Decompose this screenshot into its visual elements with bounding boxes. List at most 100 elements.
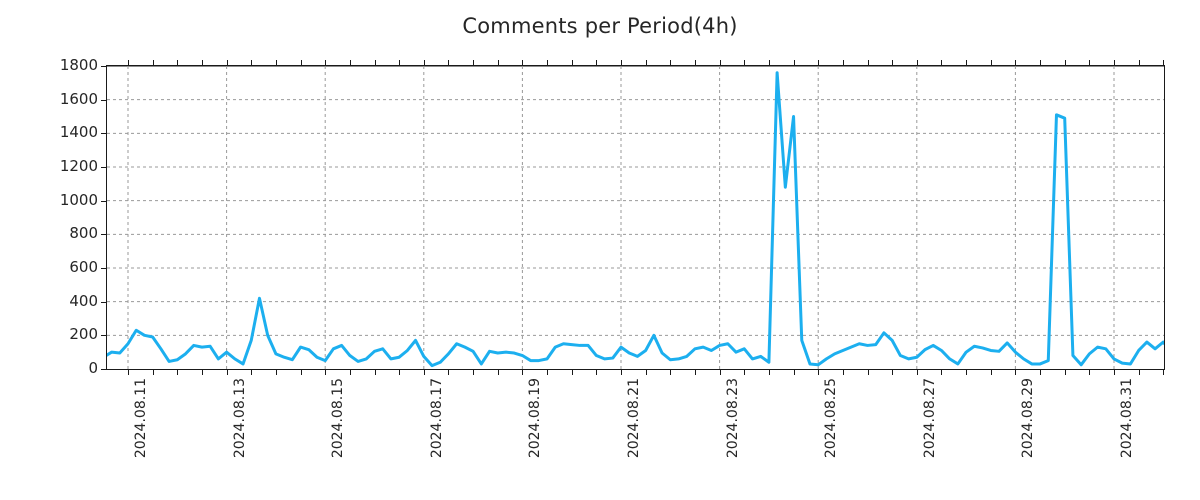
x-tick-mark-top [325, 60, 327, 66]
x-tick-mark-bottom [694, 369, 696, 375]
x-tick-label: 2024.08.23 [724, 378, 741, 459]
x-tick-mark-top [152, 60, 154, 66]
x-tick-mark-bottom [1040, 369, 1042, 375]
grid-lines [107, 66, 1164, 369]
page-title: Comments per Period(4h) [462, 14, 738, 38]
y-tick-mark [101, 234, 107, 236]
x-tick-label: 2024.08.17 [428, 378, 445, 459]
x-tick-mark-top [448, 60, 450, 66]
x-tick-mark-bottom [325, 369, 327, 375]
x-tick-mark-top [818, 60, 820, 66]
x-tick-mark-top [990, 60, 992, 66]
y-tick-label: 600 [69, 258, 98, 276]
x-tick-mark-top [842, 60, 844, 66]
x-tick-mark-top [916, 60, 918, 66]
y-tick-mark [101, 133, 107, 135]
x-tick-mark-bottom [744, 369, 746, 375]
x-tick-mark-top [670, 60, 672, 66]
y-tick-mark [101, 167, 107, 168]
x-tick-label: 2024.08.27 [921, 378, 938, 459]
data-series-line [107, 71, 1164, 368]
y-tick-label: 200 [69, 325, 98, 344]
x-tick-mark-bottom [300, 369, 302, 375]
x-tick-label: 2024.08.31 [1119, 378, 1135, 459]
x-tick-mark-bottom [1064, 369, 1066, 375]
x-tick-mark-top [1163, 60, 1165, 66]
x-tick-mark-top [1064, 60, 1066, 66]
x-tick-label: 2024.08.11 [133, 378, 149, 459]
x-tick-mark-top [275, 60, 277, 66]
x-tick-label: 2024.08.25 [823, 378, 840, 459]
x-tick-mark-top [1089, 60, 1091, 66]
x-tick-mark-bottom [916, 369, 918, 375]
x-tick-mark-bottom [966, 369, 968, 375]
x-tick-mark-top [349, 60, 351, 66]
x-tick-mark-top [177, 60, 179, 66]
x-tick-label: 2024.08.13 [231, 378, 248, 459]
x-tick-label: 2024.08.29 [1020, 378, 1037, 459]
x-tick-mark-bottom [1015, 369, 1017, 375]
x-tick-mark-top [867, 60, 869, 66]
plot-area [101, 60, 1165, 375]
y-tick-label: 1800 [59, 56, 98, 74]
y-axis-tick-labels: 1800 1600 1400 1200 1000 800 600 400 200 0 [34, 56, 98, 377]
x-tick-mark-top [374, 60, 376, 66]
x-tick-mark-bottom [867, 369, 869, 375]
plot-inner [107, 66, 1164, 369]
x-tick-mark-top [744, 60, 746, 66]
y-tick-label: 1200 [59, 157, 98, 175]
y-tick-mark [101, 99, 107, 101]
x-tick-mark-top [941, 60, 943, 66]
x-tick-mark-top [596, 60, 598, 66]
x-tick-mark-bottom [547, 369, 549, 375]
x-tick-mark-bottom [152, 369, 154, 375]
x-tick-mark-bottom [1138, 369, 1140, 375]
x-tick-mark-top [300, 60, 302, 66]
x-tick-mark-bottom [128, 369, 129, 375]
x-tick-mark-bottom [522, 369, 524, 375]
x-tick-mark-top [1015, 60, 1017, 66]
y-tick-mark [101, 268, 107, 269]
y-tick-label: 1400 [59, 123, 98, 142]
y-tick-mark [101, 369, 107, 370]
x-tick-mark-bottom [645, 369, 647, 375]
y-tick-label: 400 [69, 291, 98, 310]
x-tick-mark-top [768, 60, 770, 66]
x-tick-mark-bottom [275, 369, 277, 375]
x-tick-mark-bottom [768, 369, 770, 375]
y-tick-label: 0 [88, 359, 98, 377]
x-tick-mark-top [226, 60, 228, 66]
y-tick-label: 1600 [59, 89, 98, 108]
x-tick-mark-bottom [941, 369, 943, 375]
x-tick-mark-bottom [990, 369, 992, 375]
x-tick-mark-bottom [423, 369, 425, 375]
x-tick-mark-bottom [571, 369, 573, 375]
x-tick-mark-top [1114, 60, 1115, 66]
y-tick-mark [101, 301, 107, 303]
x-tick-mark-top [694, 60, 696, 66]
x-tick-mark-top [1138, 60, 1140, 66]
y-tick-mark [101, 200, 107, 202]
x-tick-mark-bottom [448, 369, 450, 375]
y-tick-label: 800 [69, 224, 98, 243]
x-tick-label: 2024.08.15 [330, 378, 347, 459]
x-tick-mark-bottom [670, 369, 672, 375]
x-tick-mark-bottom [793, 369, 795, 375]
x-tick-mark-top [892, 60, 894, 66]
x-tick-mark-top [251, 60, 253, 66]
x-tick-mark-top [547, 60, 549, 66]
x-tick-mark-bottom [349, 369, 351, 375]
x-tick-mark-bottom [251, 369, 253, 375]
x-tick-label: 2024.08.21 [626, 378, 642, 459]
x-tick-mark-bottom [497, 369, 499, 375]
x-tick-mark-bottom [177, 369, 179, 375]
x-tick-mark-top [423, 60, 425, 66]
x-tick-mark-top [1040, 60, 1042, 66]
x-tick-mark-bottom [596, 369, 598, 375]
x-tick-mark-top [201, 60, 203, 66]
x-tick-mark-bottom [892, 369, 894, 375]
x-tick-mark-top [473, 60, 475, 66]
y-tick-label: 1000 [59, 190, 98, 209]
x-tick-mark-top [621, 60, 622, 66]
